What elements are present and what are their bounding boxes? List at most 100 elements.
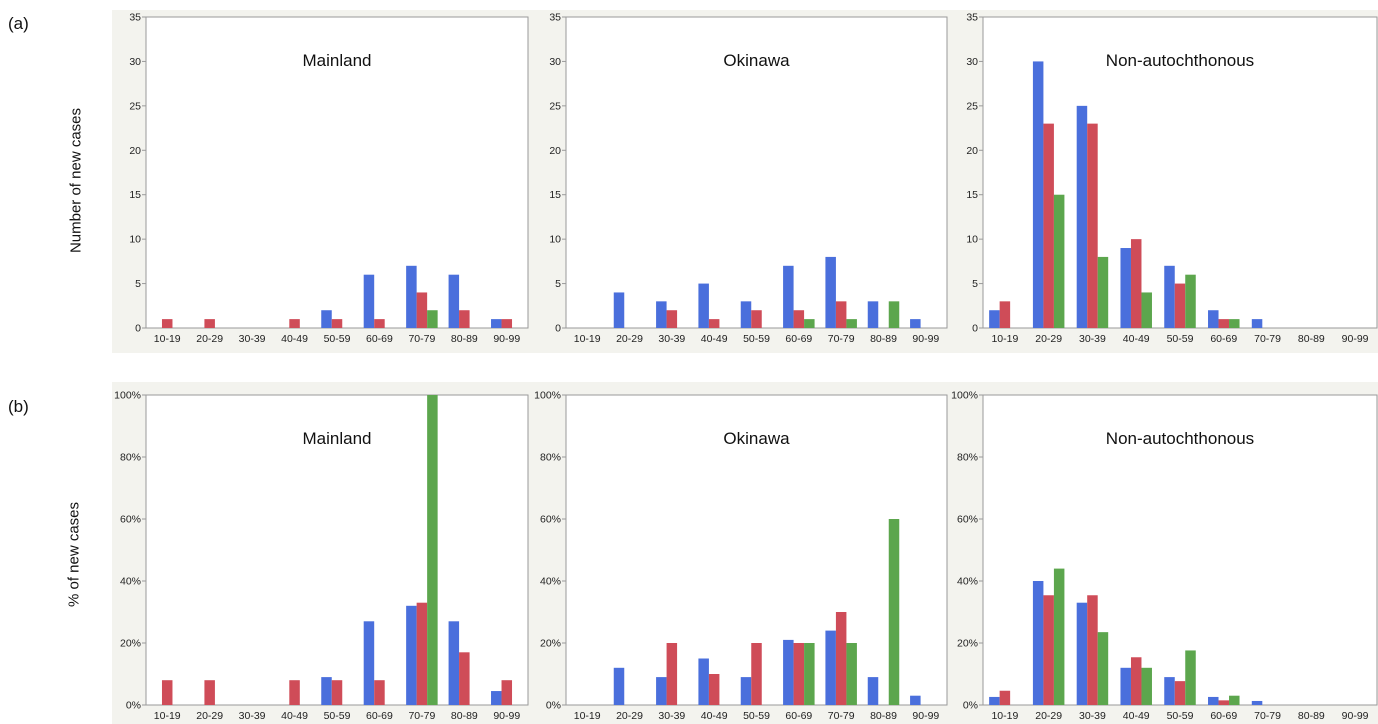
chart-b-1-x-tick-label: 60-69: [366, 710, 393, 722]
chart-a-2-title: Okinawa: [723, 51, 790, 70]
chart-a-2-bar-blue: [613, 292, 625, 328]
chart-a-3-title: Non-autochthonous: [1106, 51, 1254, 70]
chart-b-2-bar-green: [888, 519, 900, 705]
chart-b-2-y-tick-label: 60%: [540, 514, 561, 526]
chart-b-3-y-tick-label: 40%: [957, 576, 978, 588]
chart-b-3-bar-blue: [1032, 581, 1044, 705]
chart-a-3-bar-red: [1174, 283, 1186, 328]
chart-b-1-y-tick-label: 20%: [120, 638, 141, 650]
chart-a-3-x-tick-label: 50-59: [1167, 333, 1194, 345]
chart-a-3-bar-red: [1218, 319, 1230, 328]
chart-b-3-y-tick-label: 20%: [957, 638, 978, 650]
chart-a-1-x-tick-label: 90-99: [493, 333, 520, 345]
chart-b-3-y-tick-label: 80%: [957, 452, 978, 464]
chart-b-1-y-tick-label: 40%: [120, 576, 141, 588]
chart-b-1-title: Mainland: [303, 429, 372, 448]
chart-a-2-bar-red: [751, 310, 762, 328]
chart-a-2-x-tick-label: 70-79: [828, 333, 855, 345]
chart-b-3-x-tick-label: 30-39: [1079, 710, 1106, 722]
chart-b-1-bar-red: [204, 680, 215, 705]
chart-a-3-x-tick-label: 60-69: [1210, 333, 1237, 345]
chart-b-3-x-tick-label: 10-19: [991, 710, 1018, 722]
chart-b-3-bar-green: [1185, 650, 1196, 705]
chart-a-1-bar-red: [331, 319, 343, 328]
chart-b-1-x-tick-label: 90-99: [493, 710, 520, 722]
chart-b-1-bar-blue: [491, 691, 502, 705]
chart-b-1-bar-red: [161, 680, 173, 705]
chart-b-3-x-tick-label: 70-79: [1254, 710, 1281, 722]
chart-a-1-x-tick-label: 20-29: [196, 333, 223, 345]
chart-a-1-bar-red: [204, 319, 215, 328]
chart-b-1-bar-blue: [363, 621, 375, 705]
chart-b-3-x-tick-label: 80-89: [1298, 710, 1325, 722]
chart-b-1-y-tick-label: 0%: [126, 700, 141, 712]
chart-a-2-y-tick-label: 35: [549, 12, 561, 24]
chart-a-3-bar-blue: [1164, 265, 1175, 328]
chart-a-2-plot-area: [565, 16, 948, 329]
chart-b-2-bar-red: [751, 643, 762, 705]
chart-a-1-x-tick-label: 80-89: [451, 333, 478, 345]
chart-a-1-y-tick-label: 15: [129, 189, 141, 201]
chart-b-2-bar-green: [804, 643, 815, 705]
chart-a-2-bar-green: [846, 319, 857, 328]
chart-a-2-y-tick-label: 30: [549, 56, 561, 68]
chart-b-3-x-tick-label: 40-49: [1123, 710, 1150, 722]
chart-a-1-y-tick-label: 20: [129, 145, 141, 157]
chart-b-1-x-tick-label: 70-79: [408, 710, 435, 722]
chart-a-3-bar-green: [1185, 274, 1196, 328]
chart-b-3-bar-blue: [1208, 696, 1219, 705]
chart-b-2-bar-red: [793, 643, 805, 705]
chart-a-1-bar-blue: [491, 319, 502, 328]
chart-a-2-bar-blue: [825, 256, 836, 328]
chart-a-2-x-tick-label: 10-19: [574, 333, 601, 345]
row-a-label: (a): [8, 14, 29, 33]
chart-a-2-y-tick-label: 10: [549, 234, 561, 246]
chart-a-1-bar-green: [427, 310, 438, 328]
chart-b-3-bar-green: [1053, 568, 1065, 705]
chart-a-2-bar-blue: [910, 319, 921, 328]
chart-a-1-bar-blue: [363, 274, 375, 328]
chart-b-3-x-tick-label: 90-99: [1342, 710, 1369, 722]
chart-a-2-x-tick-label: 50-59: [743, 333, 770, 345]
chart-b-2-y-tick-label: 80%: [540, 452, 561, 464]
chart-b-3-x-tick-label: 50-59: [1167, 710, 1194, 722]
chart-b-3-x-tick-label: 20-29: [1035, 710, 1062, 722]
chart-b-2-x-tick-label: 70-79: [828, 710, 855, 722]
chart-a-1-y-tick-label: 5: [135, 278, 141, 290]
chart-b-2-y-tick-label: 0%: [546, 700, 561, 712]
chart-a-1-y-tick-label: 35: [129, 12, 141, 24]
chart-a-1-x-tick-label: 70-79: [408, 333, 435, 345]
chart-a-3-bar-red: [1043, 123, 1054, 328]
chart-a-1-plot-area: [145, 16, 529, 329]
chart-b-1-bar-blue: [448, 621, 460, 705]
chart-a-3-y-tick-label: 0: [972, 323, 978, 335]
chart-a-1-bar-red: [289, 319, 300, 328]
chart-b-3-bar-blue: [1251, 700, 1263, 705]
chart-b-1-x-tick-label: 20-29: [196, 710, 223, 722]
chart-a-3-x-tick-label: 20-29: [1035, 333, 1062, 345]
chart-a-2-x-tick-label: 40-49: [701, 333, 728, 345]
chart-b-2-y-tick-label: 40%: [540, 576, 561, 588]
chart-a-3-y-tick-label: 35: [966, 12, 978, 24]
chart-a-2-bar-blue: [656, 301, 667, 328]
chart-b-1-bar-blue: [321, 677, 332, 705]
chart-b-3-bar-red: [1174, 681, 1186, 705]
chart-a-2-x-tick-label: 80-89: [870, 333, 897, 345]
chart-b-2-x-tick-label: 50-59: [743, 710, 770, 722]
chart-a-3-bar-green: [1229, 319, 1240, 328]
chart-a-3-x-tick-label: 80-89: [1298, 333, 1325, 345]
chart-a-2-y-tick-label: 20: [549, 145, 561, 157]
chart-a-3-bar-green: [1097, 256, 1109, 328]
chart-a-1-x-tick-label: 50-59: [324, 333, 351, 345]
chart-a-3-x-tick-label: 90-99: [1342, 333, 1369, 345]
chart-b-3-y-tick-label: 0%: [963, 700, 978, 712]
chart-b-1-x-tick-label: 30-39: [239, 710, 266, 722]
chart-a-1-bar-red: [501, 319, 513, 328]
chart-a-3-y-tick-label: 20: [966, 145, 978, 157]
chart-b-2-bar-red: [666, 643, 678, 705]
chart-a-3-bar-red: [999, 301, 1011, 328]
chart-a-3-y-tick-label: 10: [966, 234, 978, 246]
chart-a-1-bar-blue: [448, 274, 460, 328]
chart-b-3-bar-green: [1097, 632, 1109, 705]
